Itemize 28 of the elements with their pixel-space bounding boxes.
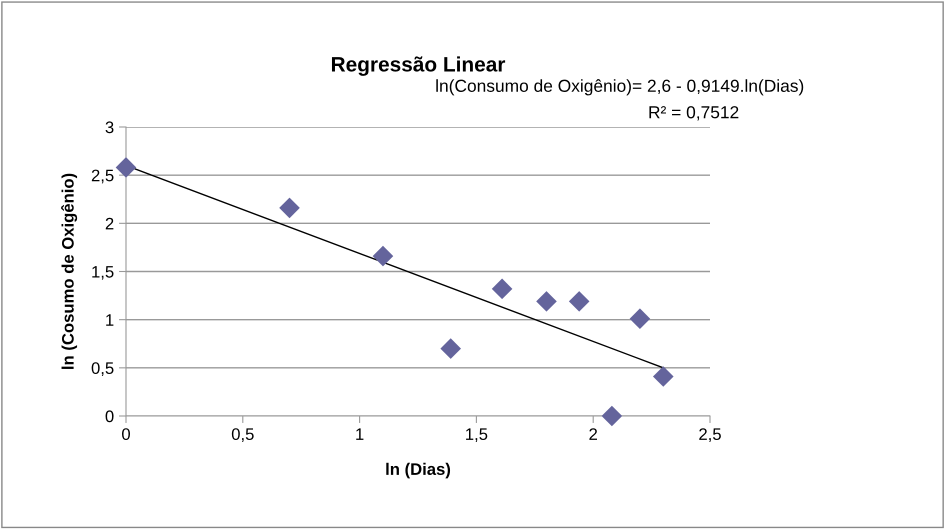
- point: [372, 246, 394, 266]
- x-tick-label: 1,5: [466, 428, 488, 442]
- x-tick-label: 2: [589, 428, 597, 440]
- y-tick-label: 3: [106, 121, 114, 134]
- point: [116, 157, 136, 178]
- text: R² = 0,7512: [649, 106, 738, 120]
- point: [279, 198, 300, 218]
- chart-title: Regressão Linear: [332, 56, 506, 76]
- x-axis-title: ln (Dias): [386, 462, 450, 478]
- y-axis-title: ln (Cosumo de Oxigênio): [61, 174, 78, 369]
- point: [652, 366, 674, 387]
- x-tick-label: 2,5: [699, 428, 721, 442]
- x-tick-label: 0: [122, 428, 130, 440]
- point: [630, 308, 650, 330]
- point: [568, 291, 590, 312]
- y-tick-label: 2,5: [92, 170, 114, 184]
- text: ln(Consumo de Oxigênio)= 2,6 - 0,9149.ln(Dias): [436, 79, 804, 96]
- point: [536, 291, 557, 312]
- point: [492, 278, 512, 300]
- point: [602, 406, 622, 426]
- y-tick-label: 0: [106, 410, 114, 422]
- y-tick-label: 2: [106, 218, 114, 230]
- y-tick-label: 1: [106, 314, 114, 326]
- x-tick-label: 0,5: [232, 428, 254, 442]
- y-tick-label: 0,5: [92, 362, 114, 376]
- point: [440, 338, 462, 359]
- y-tick-label: 1,5: [92, 266, 114, 280]
- x-tick-label: 1: [356, 428, 364, 440]
